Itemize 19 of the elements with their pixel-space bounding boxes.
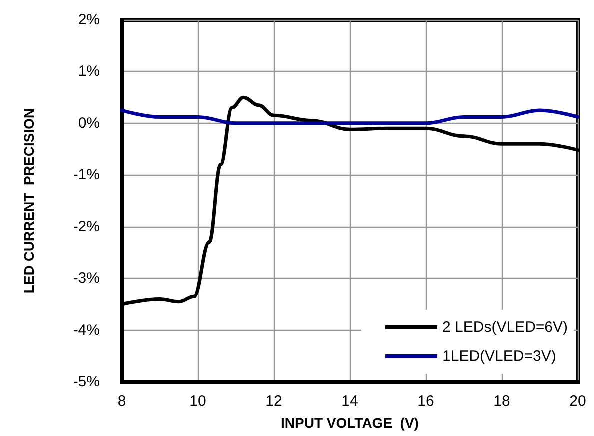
x-tick-label: 18 bbox=[494, 393, 510, 410]
x-axis-title: INPUT VOLTAGE (V) bbox=[281, 415, 419, 431]
x-tick-label: 16 bbox=[418, 393, 434, 410]
y-tick-label: 2% bbox=[78, 12, 100, 28]
y-tick-label: -2% bbox=[73, 218, 100, 236]
y-tick-label: -3% bbox=[73, 270, 100, 288]
legend-label: 1LED(VLED=3V) bbox=[442, 348, 556, 365]
y-tick-label: -5% bbox=[73, 374, 100, 390]
x-tick-label: 12 bbox=[266, 393, 282, 410]
y-tick-label: 1% bbox=[78, 63, 100, 80]
y-tick-label: -4% bbox=[73, 322, 100, 339]
y-axis-title: LED CURRENT PRECISION bbox=[21, 108, 37, 294]
x-tick-label: 20 bbox=[570, 393, 586, 410]
legend-label: 2 LEDs(VLED=6V) bbox=[442, 319, 568, 336]
y-tick-label: 0% bbox=[78, 114, 100, 132]
x-tick-label: 14 bbox=[342, 393, 358, 410]
y-tick-label: -1% bbox=[73, 166, 100, 184]
x-tick-label: 10 bbox=[190, 393, 206, 410]
x-tick-label: 8 bbox=[118, 393, 126, 410]
